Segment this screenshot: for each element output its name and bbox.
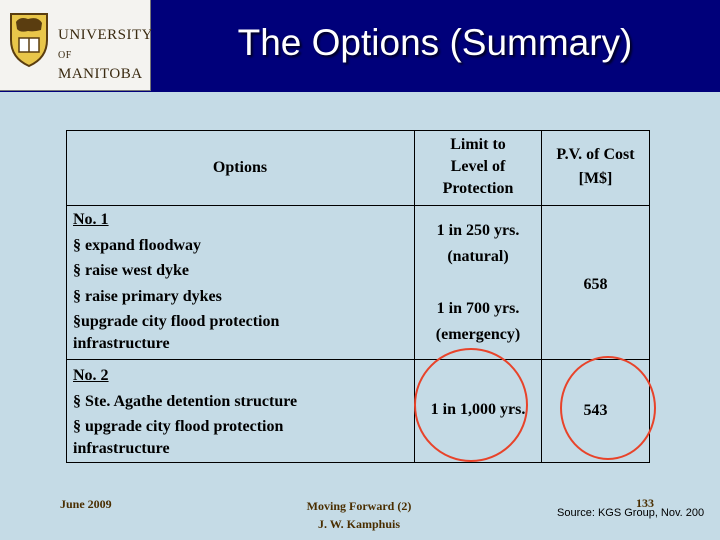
footer-presentation-title: Moving Forward (2) bbox=[306, 499, 412, 513]
table-border-left bbox=[66, 130, 67, 463]
option-1-limit-natural-type: (natural) bbox=[447, 248, 509, 265]
header-limit: Limit to Level of Protection bbox=[415, 134, 541, 200]
option-1-item: infrastructure bbox=[73, 334, 170, 352]
table-divider-row bbox=[66, 359, 650, 360]
option-1-description: No. 1 § expand floodway § raise west dyk… bbox=[73, 207, 413, 356]
header-cost: P.V. of Cost [M$] bbox=[542, 143, 649, 191]
option-1-item: § raise west dyke bbox=[73, 262, 189, 279]
option-1-limit-natural-value: 1 in 250 yrs. bbox=[436, 222, 520, 239]
header-limit-line-2: Level of bbox=[450, 158, 506, 175]
header-limit-line-1: Limit to bbox=[450, 136, 506, 153]
footer-date: June 2009 bbox=[60, 497, 112, 511]
header-cost-line-1: P.V. of Cost bbox=[556, 146, 635, 163]
option-2-item: infrastructure bbox=[73, 439, 170, 457]
table-border-bottom bbox=[66, 462, 650, 463]
option-1-limit-emergency-value: 1 in 700 yrs. bbox=[436, 300, 520, 317]
highlight-circle-cost bbox=[560, 356, 656, 460]
option-2-description: No. 2 § Ste. Agathe detention structure … bbox=[73, 363, 413, 461]
logo-wordmark: UNIVERSITY OF MANITOBA bbox=[58, 26, 153, 84]
footer-presenter: J. W. Kamphuis bbox=[317, 517, 401, 531]
university-logo: UNIVERSITY OF MANITOBA bbox=[0, 0, 153, 91]
option-1-heading: No. 1 bbox=[73, 211, 109, 228]
logo-line-2-prefix: OF bbox=[58, 50, 72, 61]
footer-page-number: 133 bbox=[636, 496, 654, 510]
option-1-item: § raise primary dykes bbox=[73, 287, 222, 305]
option-2-item: § Ste. Agathe detention structure bbox=[73, 392, 298, 410]
option-1-limit-emergency-type: (emergency) bbox=[435, 326, 521, 343]
bison-crest-icon bbox=[10, 13, 48, 68]
table-border-top bbox=[66, 130, 650, 131]
option-1-item: §upgrade city flood protection bbox=[73, 313, 280, 330]
slide-title: The Options (Summary) bbox=[237, 22, 633, 63]
logo-line-1: UNIVERSITY bbox=[58, 27, 153, 43]
option-1-limit-natural: 1 in 250 yrs. (natural) bbox=[415, 218, 541, 270]
table-divider-header bbox=[66, 205, 650, 206]
option-1-item: § expand floodway bbox=[73, 236, 202, 254]
header-limit-line-3: Protection bbox=[442, 180, 514, 197]
logo-line-2-main: MANITOBA bbox=[58, 66, 143, 82]
options-table: Options Limit to Level of Protection P.V… bbox=[66, 130, 650, 463]
highlight-circle-limit bbox=[414, 348, 528, 462]
option-1-limit-emergency: 1 in 700 yrs. (emergency) bbox=[415, 296, 541, 348]
table-border-right bbox=[649, 130, 650, 463]
option-1-cost: 658 bbox=[583, 276, 608, 293]
table-divider-col-1 bbox=[414, 130, 415, 463]
header-cost-line-2: [M$] bbox=[578, 170, 613, 187]
table-divider-col-2 bbox=[541, 130, 542, 463]
footer-source: Source: KGS Group, Nov. 200 bbox=[557, 507, 705, 519]
header-options: Options bbox=[212, 159, 268, 176]
logo-line-2: OF MANITOBA bbox=[58, 45, 153, 84]
title-bar: UNIVERSITY OF MANITOBA The Options (Summ… bbox=[0, 0, 720, 92]
option-2-heading: No. 2 bbox=[73, 367, 109, 384]
footer-presentation: Moving Forward (2) J. W. Kamphuis bbox=[284, 497, 434, 533]
option-2-item: § upgrade city flood protection bbox=[73, 418, 284, 435]
